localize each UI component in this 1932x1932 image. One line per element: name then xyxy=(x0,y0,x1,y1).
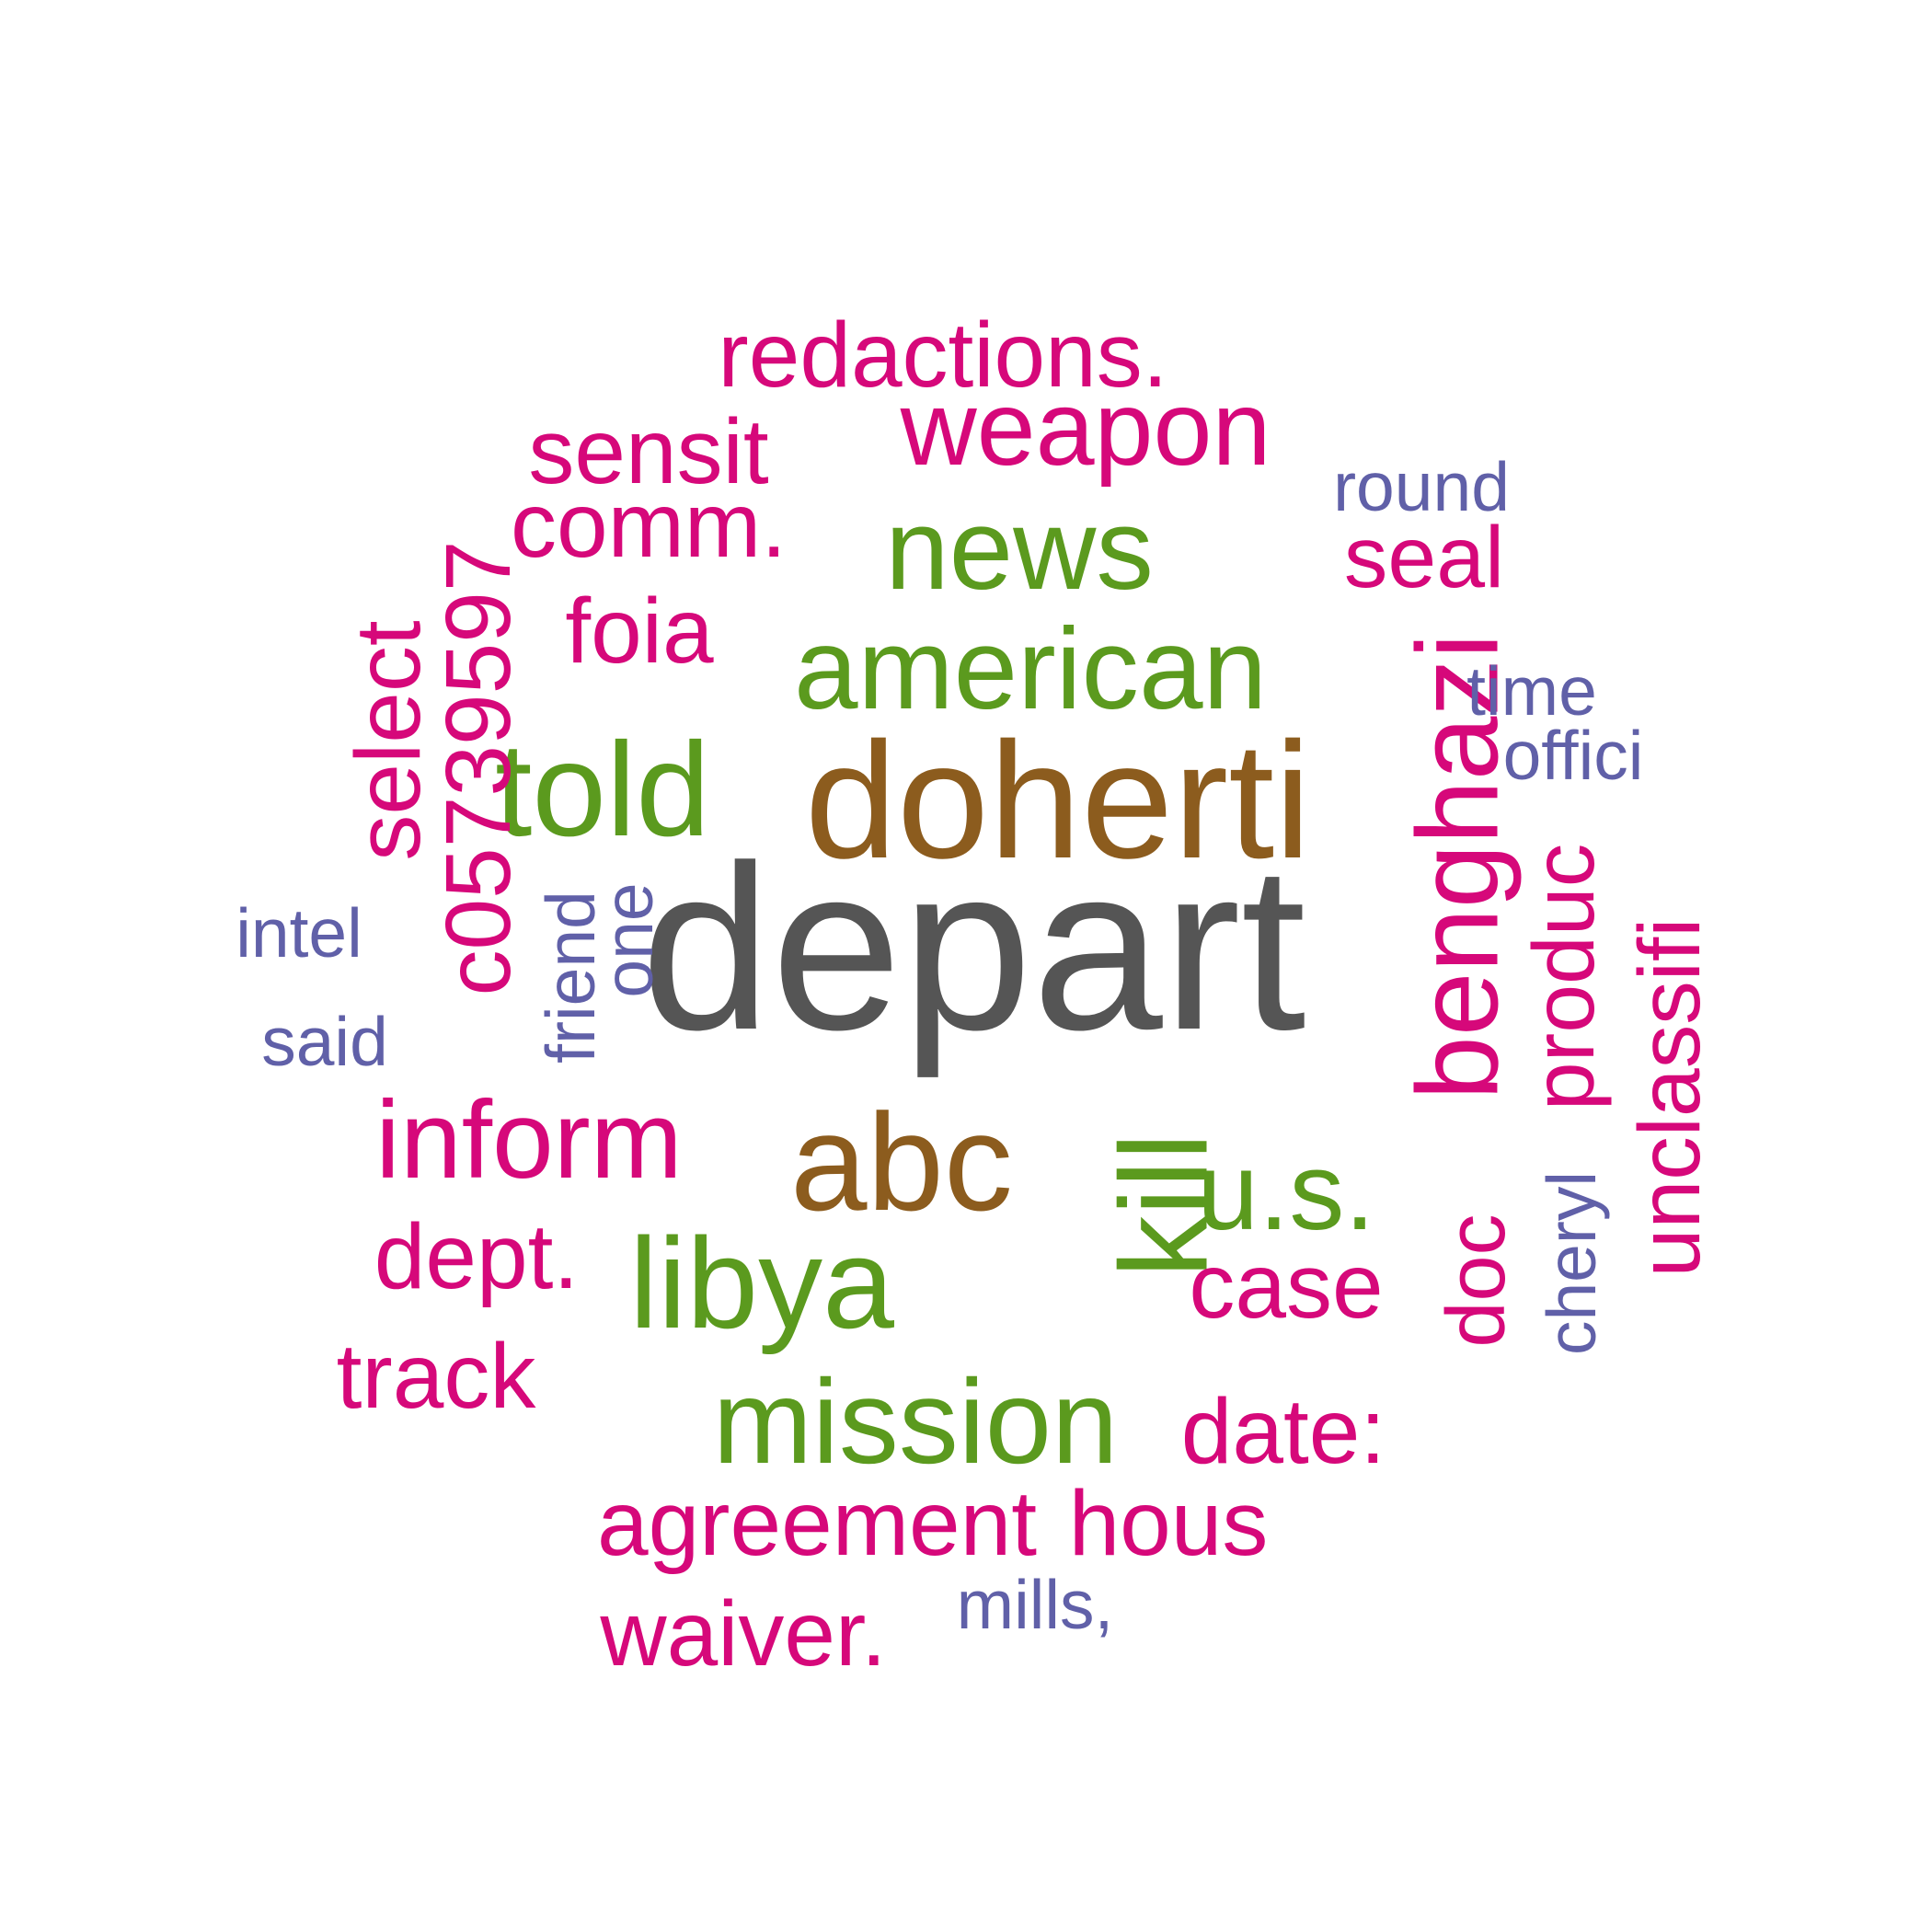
word-seal: seal xyxy=(1344,509,1504,606)
word-intel: intel xyxy=(236,894,362,972)
word-told: told xyxy=(495,715,710,864)
word-time: time xyxy=(1466,652,1597,730)
word-u-s: u.s. xyxy=(1197,1130,1374,1253)
word-said: said xyxy=(261,1003,388,1080)
word-abc: abc xyxy=(790,1085,1013,1239)
word-c05739597: c05739597 xyxy=(427,541,530,996)
word-track: track xyxy=(337,1325,537,1428)
word-foia: foia xyxy=(565,580,714,683)
word-date: date: xyxy=(1181,1380,1386,1483)
word-sensit: sensit xyxy=(528,400,768,503)
word-mills: mills, xyxy=(957,1566,1114,1643)
word-select: select xyxy=(337,620,440,860)
word-unclassifi: unclassifi xyxy=(1621,918,1719,1278)
word-doherti: doherti xyxy=(805,708,1311,893)
word-offici: offici xyxy=(1503,717,1644,794)
word-hous: hous xyxy=(1069,1472,1269,1575)
word-agreement: agreement xyxy=(597,1472,1037,1575)
word-news: news xyxy=(885,486,1154,614)
word-american: american xyxy=(794,605,1267,733)
word-dept: dept. xyxy=(374,1205,579,1308)
word-weapon: weapon xyxy=(900,370,1271,488)
word-one: one xyxy=(590,882,667,997)
word-benghazi: benghazi xyxy=(1395,633,1523,1099)
word-kill: kill xyxy=(1095,1133,1234,1277)
word-round: round xyxy=(1333,448,1510,525)
word-redactions: redactions. xyxy=(718,304,1167,407)
word-mission: mission xyxy=(713,1354,1119,1489)
word-produc: produc xyxy=(1515,844,1613,1110)
word-comm: comm. xyxy=(511,474,787,577)
word-inform: inform xyxy=(375,1078,682,1202)
word-friend: friend xyxy=(532,891,609,1064)
word-waiver: waiver. xyxy=(599,1582,886,1685)
word-doc: doc xyxy=(1431,1213,1523,1347)
word-cheryl: cheryl xyxy=(1533,1171,1610,1355)
word-depart: depart xyxy=(640,817,1305,1079)
word-case: case xyxy=(1189,1235,1383,1338)
word-libya: libya xyxy=(629,1211,894,1355)
